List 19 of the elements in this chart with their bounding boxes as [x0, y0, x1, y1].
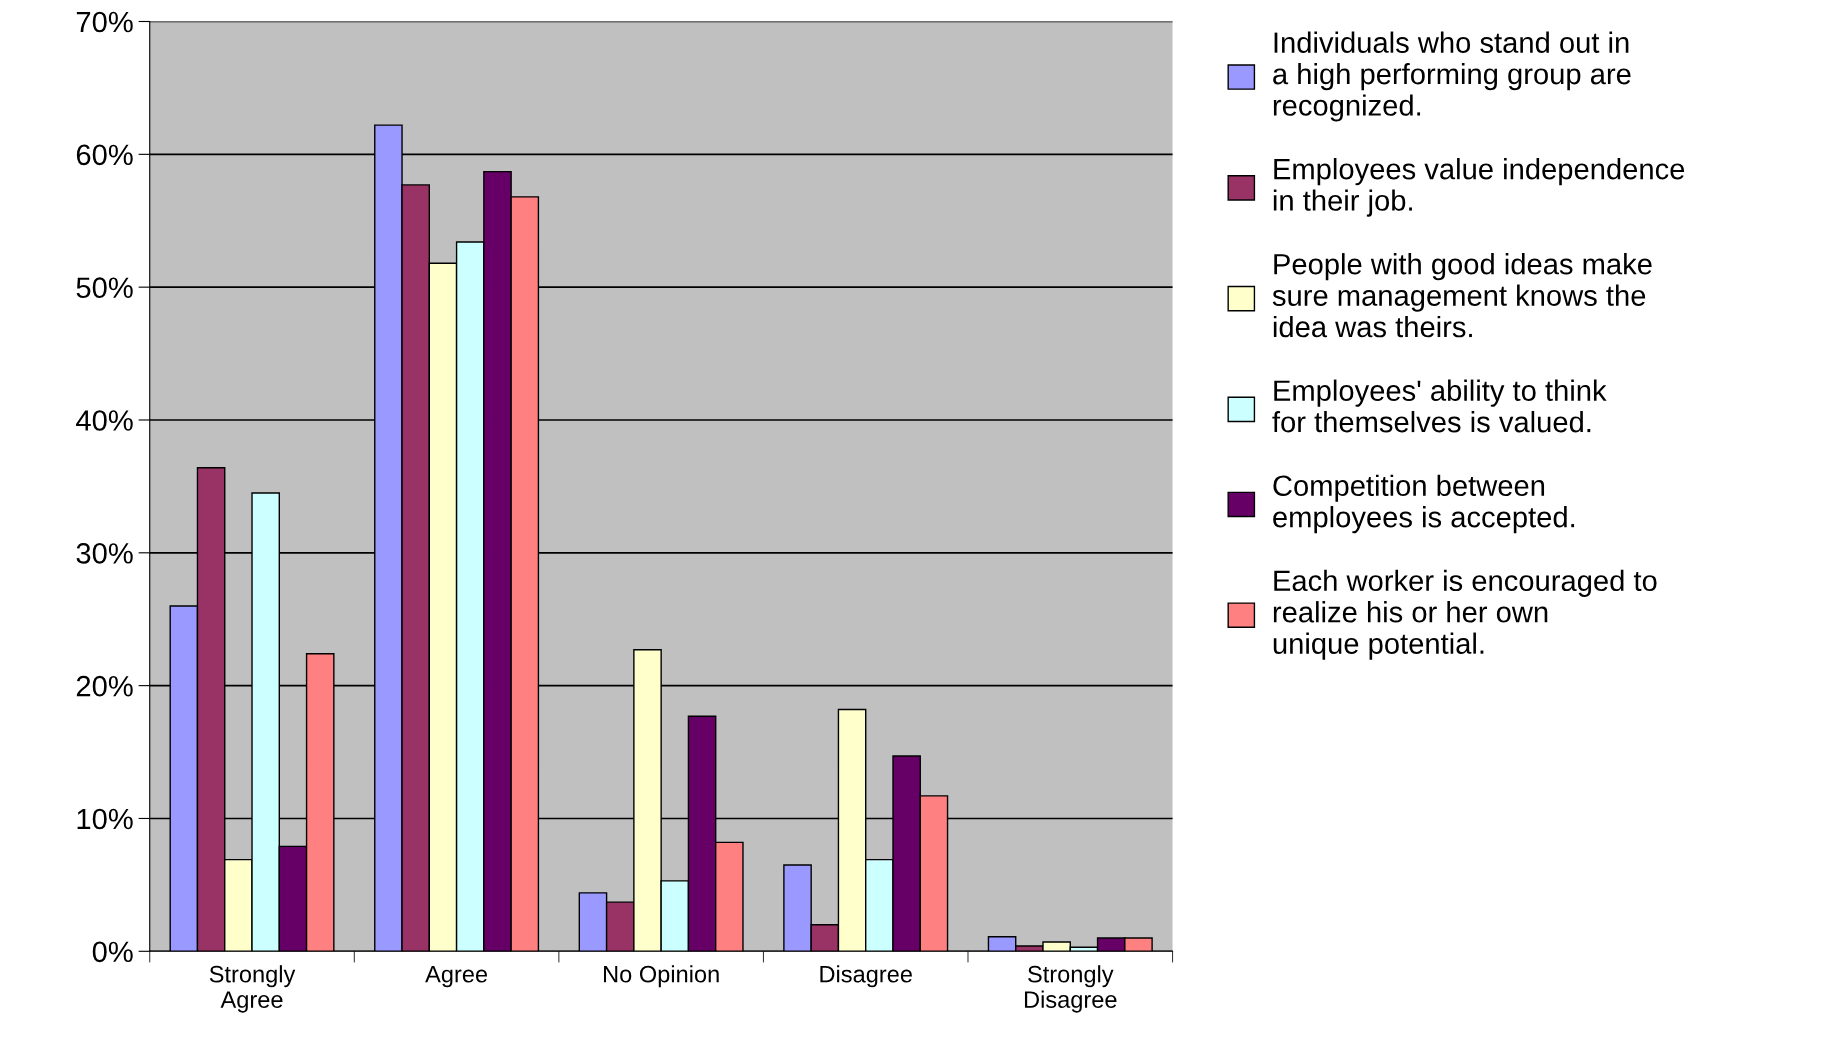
legend-label: Each worker is encouraged to realize his or her own unique potential. — [1273, 569, 1657, 660]
y-tick-label: 40% — [76, 410, 133, 431]
x-tick-label: Disagree — [820, 965, 912, 988]
legend-label: Competition between employees is accepted. — [1273, 474, 1575, 534]
y-tick-label: 20% — [76, 675, 133, 697]
x-tick-label: No Opinion — [604, 965, 719, 988]
legend-label: Employees' ability to think for themselves is valued. — [1272, 379, 1607, 433]
legend-label: People with good ideas make sure management knows the idea was theirs. — [1272, 253, 1652, 338]
y-tick-label: 30% — [76, 543, 133, 564]
legend-label: Employees value independence in their job. — [1273, 158, 1685, 217]
x-tick-label: Strongly Agree — [209, 965, 296, 1013]
x-tick-label: Strongly Disagree — [1024, 965, 1117, 1013]
y-tick-label: 70% — [76, 11, 133, 33]
legend-label: Individuals who stand out in a high performing group are recognized. — [1273, 31, 1631, 122]
y-tick-label: 50% — [76, 277, 133, 299]
y-tick-label: 10% — [77, 808, 133, 830]
x-tick-label: Agree — [425, 966, 488, 988]
y-tick-label: 0% — [92, 941, 133, 963]
y-tick-label: 60% — [76, 144, 133, 166]
